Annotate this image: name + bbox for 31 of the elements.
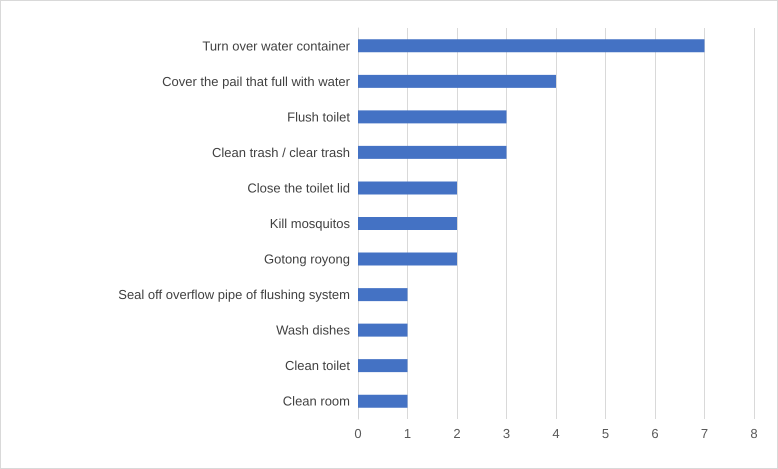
bar	[358, 324, 408, 337]
y-tick-label: Gotong royong	[264, 252, 350, 267]
y-tick-label: Wash dishes	[276, 322, 350, 338]
bar	[358, 288, 408, 302]
bar	[358, 146, 506, 159]
y-tick-label: Flush toilet	[287, 109, 350, 124]
bar	[358, 74, 556, 88]
x-tick-label: 5	[602, 426, 610, 441]
x-tick-label: 3	[502, 426, 510, 441]
x-tick-label: 8	[750, 426, 758, 441]
y-tick-label: Kill mosquitos	[270, 216, 350, 231]
y-tick-label: Seal off overflow pipe of flushing system	[118, 287, 350, 302]
bar	[358, 217, 457, 230]
y-tick-label: Clean trash / clear trash	[212, 144, 350, 160]
bar	[358, 394, 408, 408]
bar	[358, 252, 457, 266]
x-tick-label: 6	[651, 426, 659, 441]
x-tick-label: 2	[453, 426, 461, 441]
y-tick-label: Clean room	[282, 394, 350, 409]
y-tick-label: Turn over water container	[202, 38, 351, 54]
bar	[358, 181, 457, 194]
bar	[358, 359, 408, 372]
x-tick-label: 7	[700, 426, 708, 441]
bar	[358, 39, 704, 52]
y-tick-label: Clean toilet	[284, 358, 350, 374]
bar	[358, 110, 506, 124]
x-tick-label: 0	[354, 426, 362, 441]
x-tick-label: 1	[404, 426, 412, 441]
x-tick-label: 4	[552, 426, 560, 441]
y-tick-label: Close the toilet lid	[247, 180, 350, 196]
y-tick-label: Cover the pail that full with water	[162, 74, 351, 89]
